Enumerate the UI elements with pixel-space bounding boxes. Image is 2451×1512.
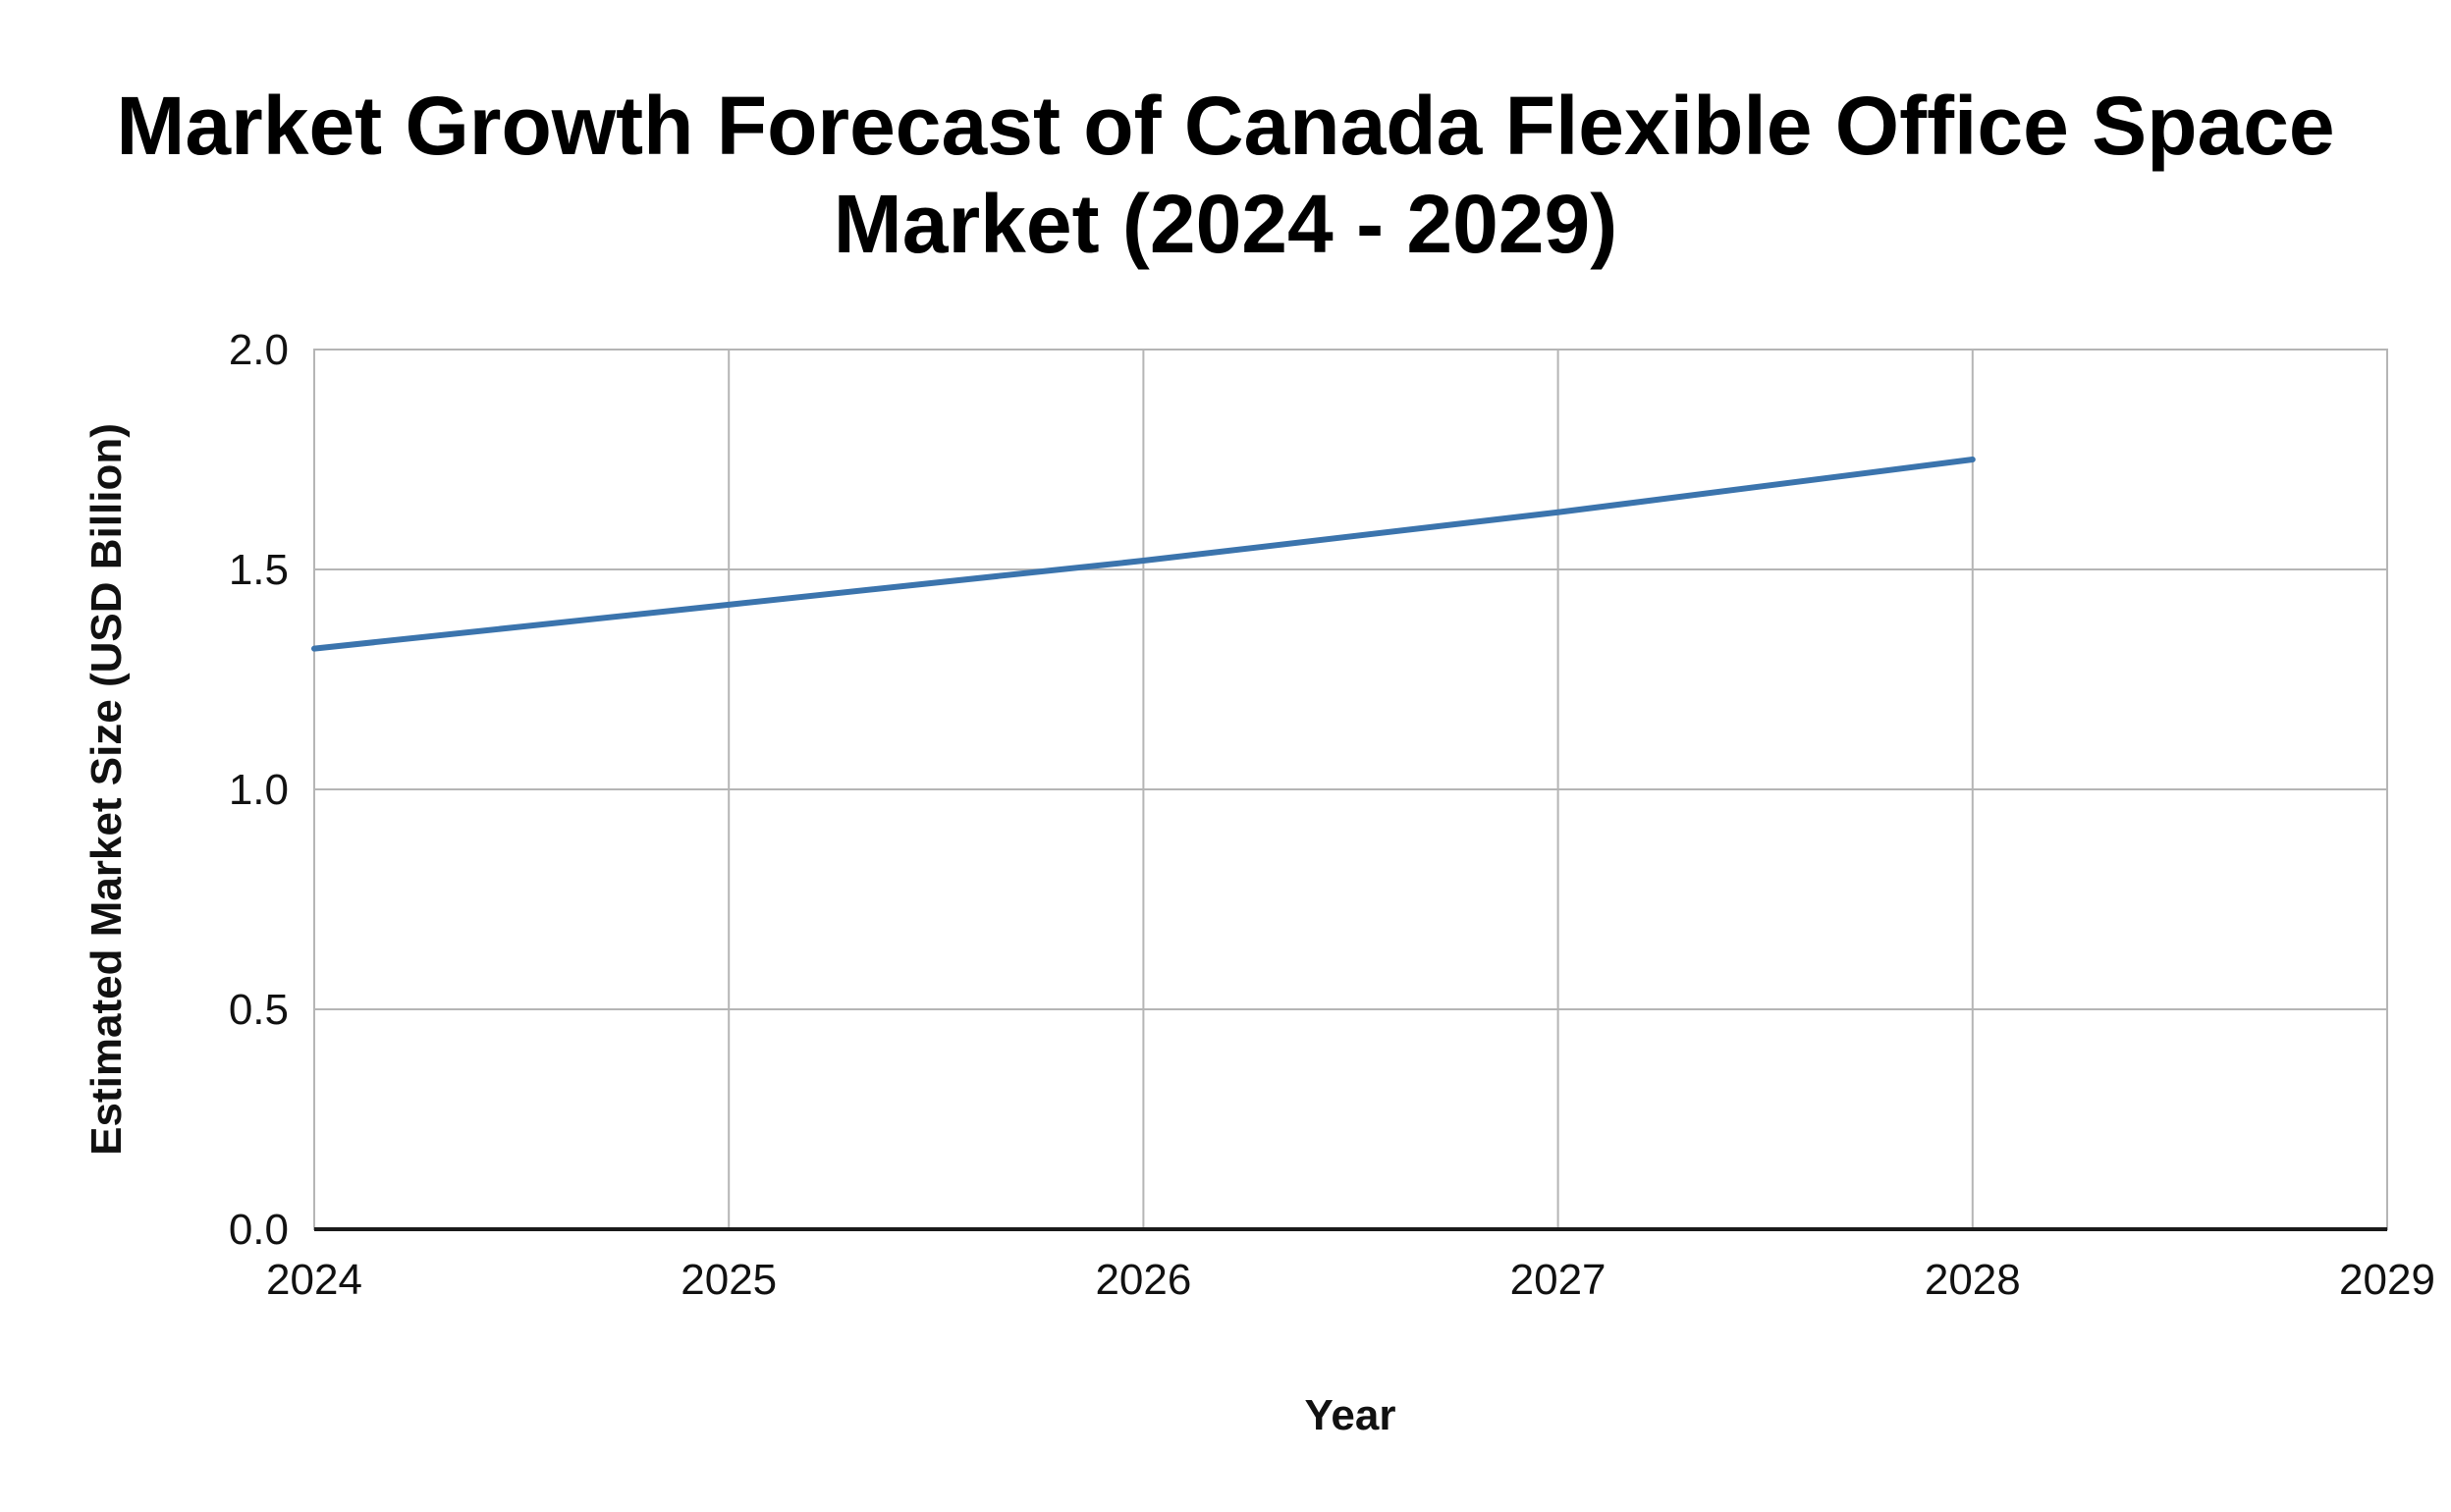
y-tick-label: 1.0 bbox=[229, 766, 289, 814]
x-tick-label: 2026 bbox=[1095, 1256, 1191, 1304]
x-tick-labels: 2024 2025 2026 2027 2028 2029 bbox=[266, 1256, 2435, 1304]
chart-title-line-1: Market Growth Forecast of Canada Flexibl… bbox=[116, 80, 2335, 172]
x-tick-label: 2025 bbox=[681, 1256, 777, 1304]
y-tick-label: 0.0 bbox=[229, 1206, 289, 1254]
chart-title: Market Growth Forecast of Canada Flexibl… bbox=[0, 77, 2451, 273]
y-tick-label: 2.0 bbox=[229, 326, 289, 374]
y-tick-label: 0.5 bbox=[229, 986, 289, 1034]
series-line bbox=[311, 457, 1976, 652]
y-tick-label: 1.5 bbox=[229, 546, 289, 594]
x-tick-label: 2024 bbox=[266, 1256, 362, 1304]
chart-title-line-2: Market (2024 - 2029) bbox=[833, 178, 1618, 270]
series-layer bbox=[311, 457, 1976, 652]
y-axis-title: Estimated Market Size (USD Billion) bbox=[82, 423, 131, 1156]
x-axis-title: Year bbox=[1305, 1391, 1396, 1439]
y-tick-labels: 0.0 0.5 1.0 1.5 2.0 bbox=[229, 326, 289, 1254]
grid-lines bbox=[314, 350, 2387, 1229]
x-tick-label: 2029 bbox=[2339, 1256, 2435, 1304]
x-tick-label: 2028 bbox=[1925, 1256, 2021, 1304]
x-tick-label: 2027 bbox=[1510, 1256, 1607, 1304]
